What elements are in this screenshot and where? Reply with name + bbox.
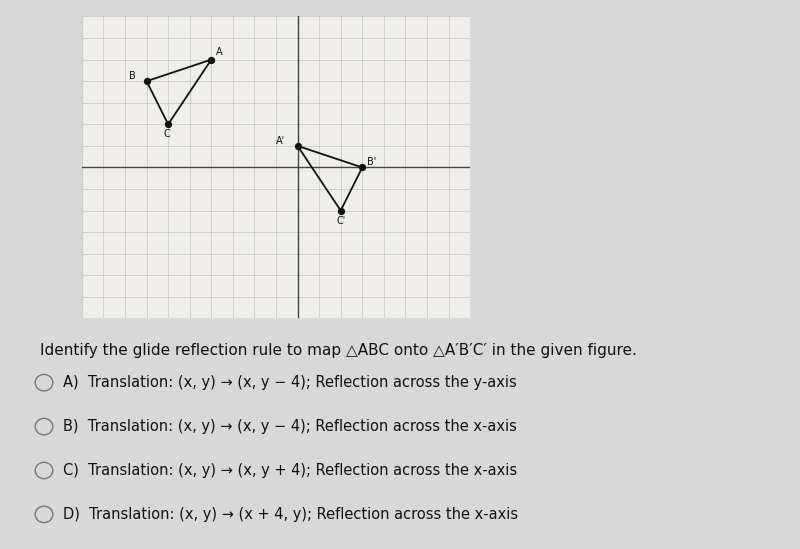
Text: B: B xyxy=(130,71,136,81)
Text: A: A xyxy=(216,47,222,57)
Point xyxy=(162,120,174,128)
Text: C)  Translation: (x, y) → (x, y + 4); Reflection across the x-axis: C) Translation: (x, y) → (x, y + 4); Ref… xyxy=(63,463,518,478)
Point xyxy=(140,77,153,86)
Text: C: C xyxy=(164,129,170,139)
Text: B': B' xyxy=(366,157,376,167)
Point xyxy=(356,163,369,172)
Text: D)  Translation: (x, y) → (x + 4, y); Reflection across the x-axis: D) Translation: (x, y) → (x + 4, y); Ref… xyxy=(63,507,518,522)
Text: A)  Translation: (x, y) → (x, y − 4); Reflection across the y-axis: A) Translation: (x, y) → (x, y − 4); Ref… xyxy=(63,375,517,390)
Text: C': C' xyxy=(336,216,346,226)
Text: Identify the glide reflection rule to map △ABC onto △A′B′C′ in the given figure.: Identify the glide reflection rule to ma… xyxy=(40,343,637,358)
Text: A': A' xyxy=(276,136,285,145)
Text: B)  Translation: (x, y) → (x, y − 4); Reflection across the x-axis: B) Translation: (x, y) → (x, y − 4); Ref… xyxy=(63,419,517,434)
Point xyxy=(205,55,218,64)
Point xyxy=(291,142,304,150)
Point xyxy=(334,206,347,215)
